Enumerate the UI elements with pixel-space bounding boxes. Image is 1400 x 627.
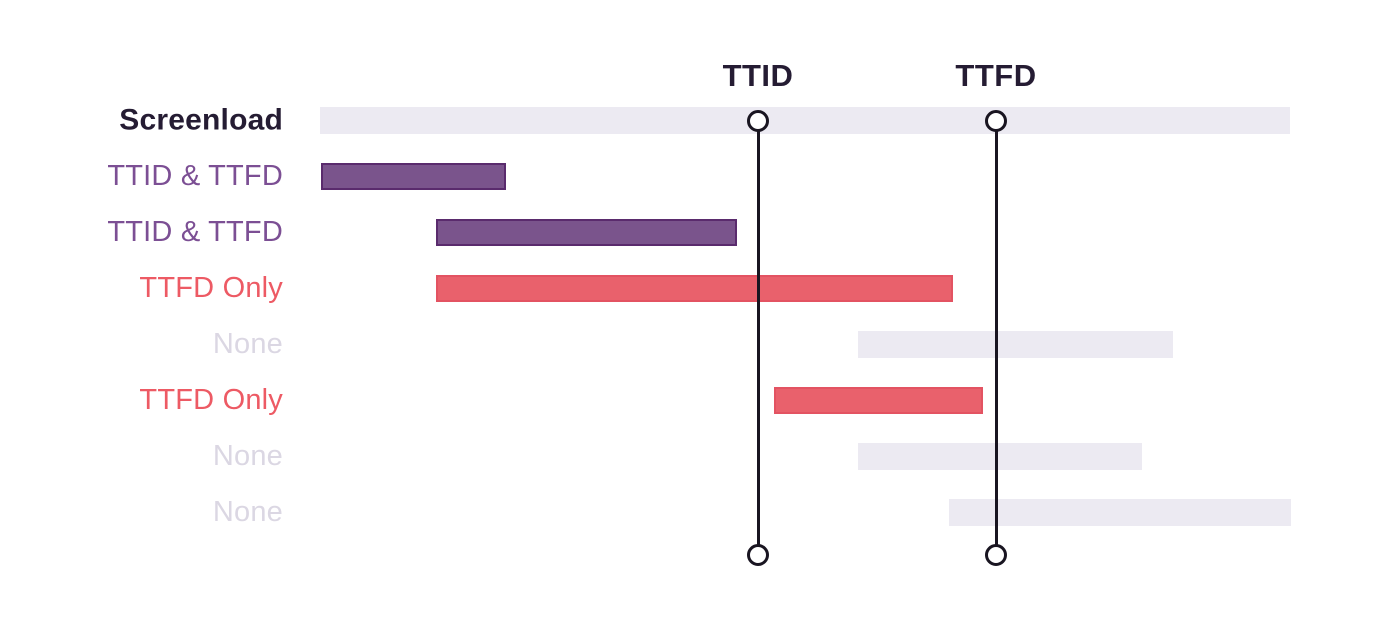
span-bar	[436, 275, 953, 302]
row-label: TTFD Only	[139, 271, 283, 304]
marker-endpoint-circle-icon	[985, 544, 1007, 566]
row-label: None	[212, 327, 283, 360]
span-bar	[858, 443, 1142, 470]
span-bar	[949, 499, 1291, 526]
span-bar	[774, 387, 983, 414]
row-label: TTFD Only	[139, 383, 283, 416]
row-label: TTID & TTFD	[107, 159, 283, 192]
span-bar	[320, 107, 1290, 134]
row-label: None	[212, 439, 283, 472]
span-bar	[858, 331, 1173, 358]
marker-endpoint-circle-icon	[747, 544, 769, 566]
marker-endpoint-circle-icon	[747, 110, 769, 132]
row-label: Screenload	[119, 102, 283, 136]
span-bar	[321, 163, 506, 190]
marker-line	[756, 121, 760, 555]
marker-label: TTID	[722, 58, 794, 93]
marker-line	[994, 121, 998, 555]
marker-label: TTFD	[955, 58, 1037, 93]
span-bar	[436, 219, 737, 246]
row-label: TTID & TTFD	[107, 215, 283, 248]
marker-endpoint-circle-icon	[985, 110, 1007, 132]
row-label: None	[212, 495, 283, 528]
